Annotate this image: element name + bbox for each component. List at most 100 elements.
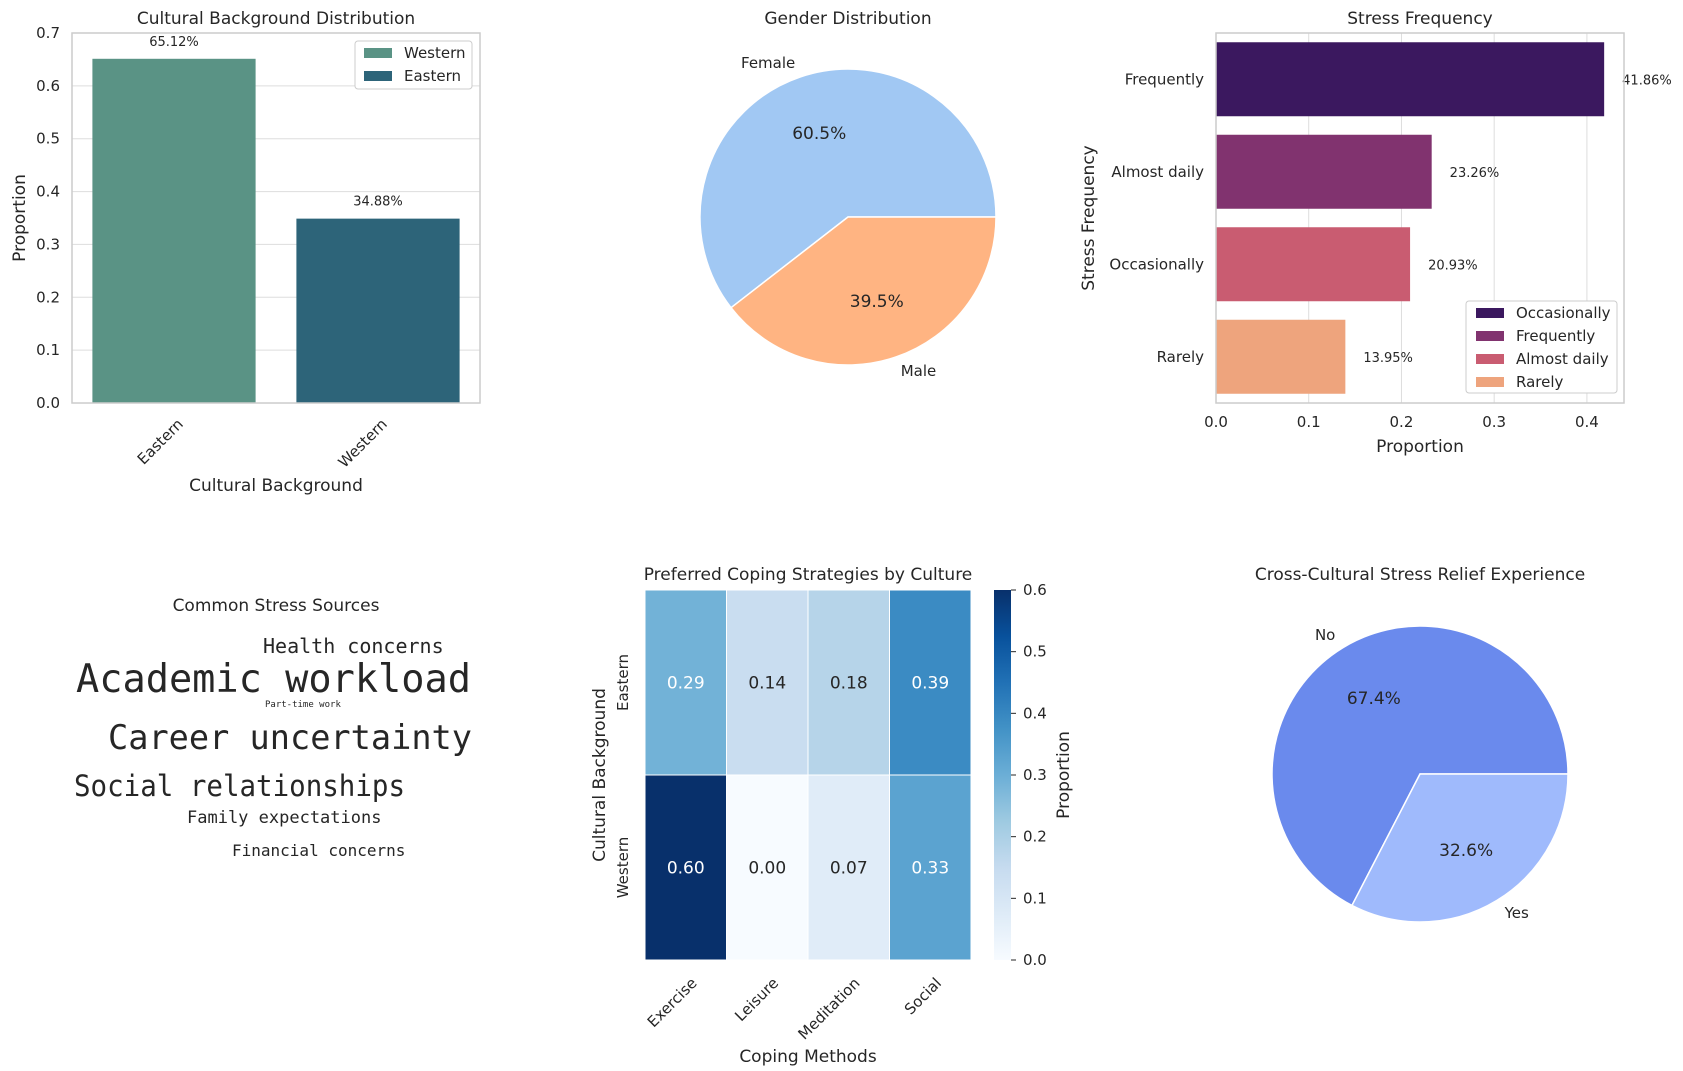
- y-axis-label: Cultural Background: [590, 688, 610, 862]
- legend-swatch: [1476, 308, 1504, 318]
- chart-title: Common Stress Sources: [173, 596, 380, 616]
- cell-value-label: 0.14: [748, 674, 786, 694]
- legend-label: Eastern: [404, 67, 461, 85]
- y-tick-label: 0.4: [36, 183, 60, 201]
- pie-percent-label: 60.5%: [792, 124, 846, 144]
- pie-slice-label: Yes: [1504, 904, 1529, 922]
- chart-title: Stress Frequency: [1347, 9, 1492, 29]
- plot-frame: [71, 32, 481, 404]
- data-label: 41.86%: [1622, 73, 1672, 88]
- colorbar-tick-label: 0.3: [1023, 766, 1047, 784]
- legend-swatch: [1476, 377, 1504, 387]
- x-tick-label: Leisure: [731, 974, 782, 1025]
- heatmap-cell: [889, 589, 972, 776]
- y-tick-label: Frequently: [1125, 70, 1204, 88]
- cell-value-label: 0.07: [830, 859, 868, 879]
- word-social-relationships: Social relationships: [74, 769, 405, 803]
- stress-relief-experience-chart: Cross-Cultural Stress Relief Experience …: [1255, 565, 1585, 923]
- data-label: 13.95%: [1363, 351, 1413, 366]
- pie-percent-label: 39.5%: [850, 292, 904, 312]
- x-tick-label: Social: [901, 974, 945, 1018]
- data-label: 34.88%: [353, 195, 403, 210]
- cell-value-label: 0.00: [748, 859, 786, 879]
- x-axis-label: Proportion: [1376, 437, 1464, 457]
- colorbar-label: Proportion: [1054, 731, 1074, 819]
- pie: 60.5% Female 39.5% Male: [699, 54, 997, 380]
- word-family-expectations: Family expectations: [187, 808, 381, 828]
- x-tick-label: 0.4: [1575, 413, 1599, 431]
- y-tick-labels: 0.0 0.1 0.2 0.3 0.4 0.5 0.6 0.7: [36, 24, 60, 412]
- legend-label: Occasionally: [1516, 304, 1611, 322]
- x-tick-labels: Eastern Western: [134, 415, 391, 471]
- y-tick-labels: Eastern Western: [614, 654, 632, 898]
- legend: Western Eastern: [354, 40, 473, 90]
- colorbar-tick-label: 0.6: [1023, 581, 1047, 599]
- pie-slice-label: Male: [901, 362, 937, 380]
- cell-value-label: 0.18: [830, 674, 868, 694]
- bars: 65.12% 34.88%: [92, 35, 460, 404]
- y-tick-label: 0.1: [36, 341, 60, 359]
- legend-swatch: [1476, 331, 1504, 341]
- x-tick-label: 0.1: [1297, 413, 1321, 431]
- x-tick-label: Western: [335, 415, 391, 471]
- plot-frame: [1215, 32, 1625, 404]
- cell-value-label: 0.33: [911, 859, 949, 879]
- y-tick-label: Western: [614, 837, 632, 899]
- x-tick-label: Meditation: [795, 974, 864, 1043]
- heatmap-cells: 0.29 0.14 0.18 0.39 0.60 0.00 0.07 0.33: [644, 589, 972, 961]
- colorbar-ticks: 0.0 0.1 0.2 0.3 0.4 0.5 0.6: [1011, 581, 1047, 969]
- pie-slice-label: No: [1315, 626, 1335, 644]
- heatmap-cell: [644, 589, 727, 776]
- bar-frequently: [1216, 42, 1605, 117]
- pie: 67.4% No 32.6% Yes: [1271, 625, 1569, 923]
- legend-swatch: [364, 48, 392, 58]
- stress-frequency-chart: Stress Frequency 41.86% 23.26% 20.93% 13.95…: [1079, 9, 1672, 457]
- bar-almost-daily: [1216, 134, 1432, 209]
- colorbar-tick-label: 0.5: [1023, 643, 1047, 661]
- legend: Occasionally Frequently Almost daily Rarely: [1465, 300, 1618, 394]
- colorbar-tick-label: 0.0: [1023, 951, 1047, 969]
- pie-percent-label: 32.6%: [1439, 841, 1493, 861]
- colorbar-tick-label: 0.2: [1023, 828, 1047, 846]
- legend-label: Western: [404, 44, 466, 62]
- bar-western: [296, 218, 460, 403]
- legend-box: [1465, 300, 1618, 394]
- pie-slice-female: [699, 68, 997, 309]
- pie-slice-yes: [1350, 773, 1569, 923]
- x-tick-label: 0.0: [1204, 413, 1228, 431]
- legend-label: Frequently: [1516, 327, 1595, 345]
- legend-label: Almost daily: [1516, 350, 1609, 368]
- pie-percent-label: 67.4%: [1347, 689, 1401, 709]
- bar-rarely: [1216, 319, 1346, 394]
- chart-title: Cross-Cultural Stress Relief Experience: [1255, 565, 1585, 585]
- bars: 41.86% 23.26% 20.93% 13.95%: [1216, 42, 1672, 394]
- cultural-background-chart: Cultural Background Distribution 65.12% 3…: [10, 9, 481, 496]
- heatmap-cell: [889, 774, 972, 961]
- colorbar-tick-label: 0.4: [1023, 704, 1047, 722]
- pie-slice-label: Female: [741, 54, 795, 72]
- x-axis-label: Coping Methods: [739, 1047, 877, 1067]
- x-tick-labels: Exercise Leisure Meditation Social: [644, 974, 945, 1043]
- colorbar: 0.0 0.1 0.2 0.3 0.4 0.5 0.6 Proportion: [994, 581, 1074, 969]
- y-tick-labels: Frequently Almost daily Occasionally Rarely: [1109, 70, 1204, 366]
- chart-title: Cultural Background Distribution: [137, 9, 415, 29]
- x-tick-label: 0.3: [1482, 413, 1506, 431]
- y-axis-label: Stress Frequency: [1079, 145, 1099, 290]
- cell-value-label: 0.60: [667, 859, 705, 879]
- data-label: 65.12%: [149, 35, 199, 50]
- y-tick-label: 0.3: [36, 235, 60, 253]
- coping-strategies-heatmap: Preferred Coping Strategies by Culture 0…: [590, 565, 1074, 1067]
- word-financial-concerns: Financial concerns: [232, 841, 405, 860]
- bar-eastern: [92, 58, 256, 404]
- heatmap-cell: [644, 774, 727, 961]
- colorbar-tick-label: 0.1: [1023, 889, 1047, 907]
- y-axis-label: Proportion: [10, 174, 30, 262]
- y-tick-label: 0.6: [36, 77, 60, 95]
- word-career-uncertainty: Career uncertainty: [108, 718, 472, 758]
- x-tick-label: 0.2: [1390, 413, 1414, 431]
- y-tick-label: Occasionally: [1109, 255, 1204, 273]
- y-tick-label: Rarely: [1157, 348, 1205, 366]
- x-axis-label: Cultural Background: [189, 476, 363, 496]
- cell-value-label: 0.39: [911, 674, 949, 694]
